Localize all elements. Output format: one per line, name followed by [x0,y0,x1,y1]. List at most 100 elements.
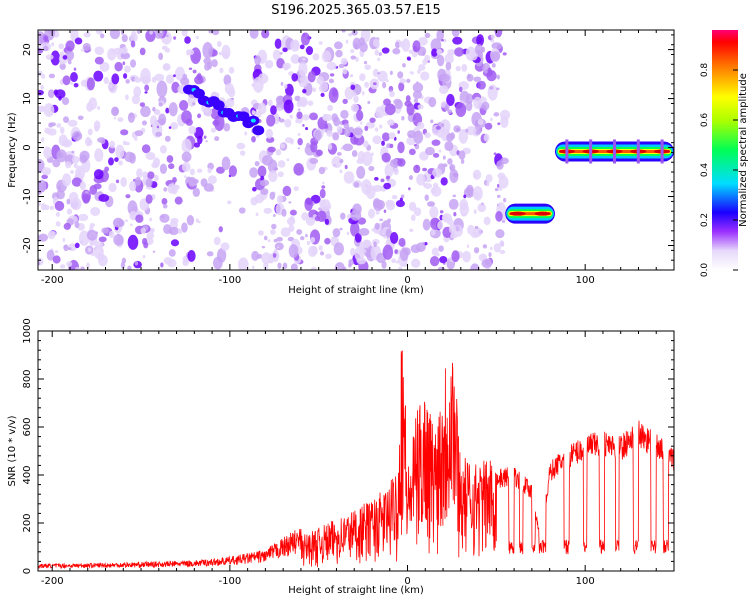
spectrogram-noise-blob [300,32,311,46]
spectrogram-noise-blob [127,265,132,270]
spectrogram-noise-blob [424,194,429,201]
spectrogram-noise-blob [493,112,500,117]
spectrogram-noise-blob [117,117,124,123]
spectrogram-noise-blob [422,218,431,231]
spectrogram-noise-blob [121,34,128,43]
spectrogram-noise-blob [389,91,395,98]
spectrogram-noise-blob [408,148,416,156]
spectrogram-noise-blob [335,49,343,58]
spectrogram-noise-blob [162,204,168,209]
spectrogram-noise-blob [118,160,123,166]
spectrogram-noise-blob [62,237,66,242]
spectrogram-noise-blob [422,58,428,66]
spectrogram-noise-blob [206,251,214,257]
spectrogram-noise-blob [490,117,493,122]
spectrogram-noise-blob [435,125,441,130]
spectrogram-noise-blob [409,228,414,233]
spectrogram-noise-blob [98,236,107,243]
spectrogram-noise-blob [473,76,482,83]
spectrogram-noise-blob [109,140,116,149]
spectrogram-noise-blob [193,126,204,139]
spectrogram-noise-blob [449,164,456,172]
spectrogram-noise-blob [305,233,308,238]
spectrogram-noise-blob [90,206,101,216]
spectrogram-noise-blob [393,167,399,176]
spectrogram-noise-blob [87,247,92,253]
spectrogram-noise-blob [355,56,359,63]
spectrogram-noise-blob [417,68,421,74]
spectrogram-noise-blob [495,210,503,222]
spectrogram-noise-blob [166,34,169,38]
spectrogram-noise-blob [136,168,143,179]
spectrogram-noise-blob [43,45,49,52]
spectrogram-noise-blob [439,73,451,83]
spectrogram-noise-blob [364,240,371,246]
spectrogram-noise-blob [257,73,269,84]
spectrogram-noise-blob [73,162,78,169]
spectrogram-noise-blob [43,103,55,117]
spectrogram-noise-blob [459,202,470,217]
spectrogram-noise-blob [47,30,55,35]
spectrogram-noise-blob [71,150,75,154]
spectrogram-noise-blob [493,243,501,253]
spectrogram-noise-blob [282,64,290,70]
spectrogram-noise-blob [250,197,258,206]
spectrogram-noise-blob [307,71,316,83]
spectrogram-noise-blob [364,125,369,132]
spectrogram-noise-blob [288,244,299,258]
spectrogram-noise-blob [203,135,207,139]
spectrogram-noise-blob [461,64,468,72]
spectrogram-x-label: Height of straight line (km) [288,285,424,296]
spectrogram-noise-blob [452,194,457,198]
spectrogram-noise-blob [257,165,267,178]
spectrogram-noise-blob [151,230,154,233]
spectrogram-noise-blob [52,255,61,264]
spectrogram-noise-blob [93,169,104,180]
spectrogram-noise-blob [465,93,474,105]
spectrogram-noise-blob [426,201,436,207]
spectrogram-noise-blob [195,218,199,223]
spectrogram-noise-blob [483,133,490,142]
spectrogram-noise-blob [85,136,92,147]
spectrogram-noise-blob [437,266,445,270]
spectrogram-band-peak [534,211,551,216]
spectrogram-noise-blob [450,232,458,239]
spectrogram-noise-blob [255,212,259,217]
spectrogram-noise-blob [342,143,354,152]
spectrogram-noise-blob [228,66,235,74]
spectrogram-noise-blob [384,103,396,116]
spectrogram-noise-blob [67,59,72,65]
spectrogram-noise-blob [173,36,177,40]
spectrogram-noise-blob [260,175,265,181]
spectrogram-noise-blob [474,44,484,55]
spectrogram-noise-blob [120,129,129,136]
spectrogram-noise-blob [389,232,399,244]
spectrogram-noise-blob [319,199,327,208]
spectrogram-noise-blob [350,55,357,60]
spectrogram-noise-blob [165,74,175,84]
spectrogram-noise-blob [332,228,341,238]
spectrogram-noise-blob [181,30,188,37]
spectrogram-noise-blob [299,75,310,84]
snr-y-label: SNR (10 * v/v) [7,415,18,486]
spectrogram-noise-blob [291,73,299,82]
spectrogram-noise-blob [466,73,474,82]
spectrogram-noise-blob [38,89,44,96]
spectrogram-noise-blob [100,33,105,39]
spectrogram-noise-blob [56,189,65,200]
spectrogram-noise-blob [501,220,506,223]
spectrogram-noise-blob [312,53,320,61]
spectrogram-noise-blob [221,156,231,171]
spectrogram-noise-blob [185,118,193,126]
spectrogram-noise-blob [219,67,224,74]
spectrogram-noise-blob [134,130,144,137]
spectrogram-noise-blob [196,168,203,173]
spectrogram-noise-blob [290,263,298,270]
spectrogram-noise-blob [379,124,383,129]
spectrogram-noise-blob [422,241,425,246]
spectrogram-noise-blob [318,41,323,45]
spectrogram-noise-blob [134,76,142,83]
spectrogram-noise-blob [179,99,189,111]
spectrogram-noise-blob [48,122,54,128]
spectrogram-noise-blob [63,116,70,123]
